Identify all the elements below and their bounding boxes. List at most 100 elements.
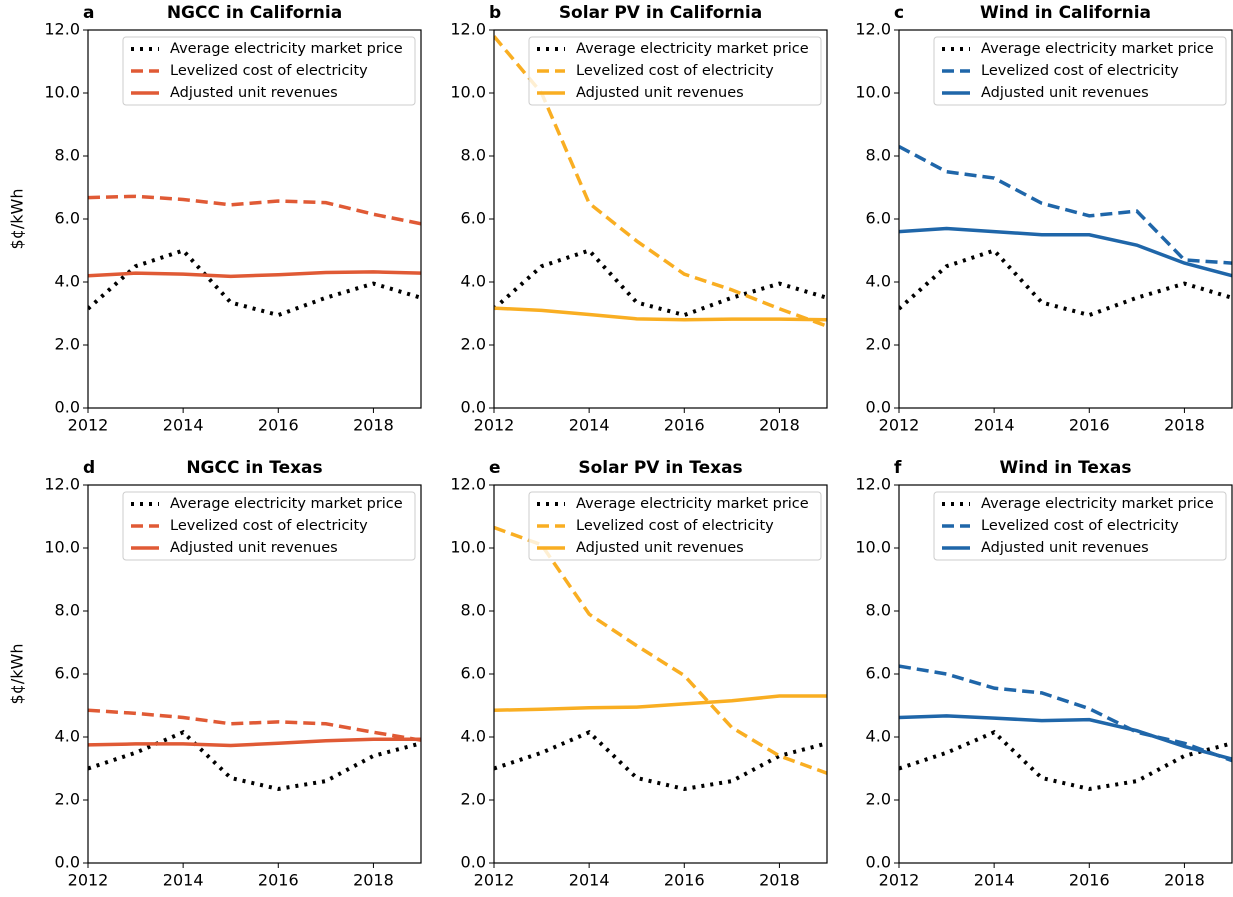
- y-tick-label: 10.0: [44, 538, 80, 557]
- legend-box: [122, 36, 416, 106]
- y-tick-label: 2.0: [55, 335, 80, 354]
- y-tick-label: 4.0: [866, 727, 891, 746]
- legend-box: [528, 36, 822, 106]
- y-tick-label: 10.0: [450, 538, 486, 557]
- y-tick-label: 12.0: [855, 475, 891, 494]
- series-line: [494, 248, 827, 318]
- x-tick-label: 2018: [759, 871, 800, 890]
- panel-title: Solar PV in California: [559, 3, 762, 23]
- y-tick-label: 12.0: [44, 20, 80, 39]
- y-tick-label: 6.0: [866, 664, 891, 683]
- y-tick-label: 2.0: [461, 790, 486, 809]
- y-tick-label: 6.0: [461, 209, 486, 228]
- panel-title: Solar PV in Texas: [578, 458, 742, 478]
- y-tick-label: 6.0: [461, 664, 486, 683]
- legend-label: Average electricity market price: [981, 496, 1214, 512]
- panel-label: e: [489, 458, 501, 478]
- series-line: [494, 306, 827, 322]
- y-tick-label: 0.0: [55, 853, 80, 872]
- series-line: [899, 145, 1232, 265]
- series-line: [88, 194, 421, 226]
- legend-label: Adjusted unit revenues: [576, 540, 744, 556]
- legend-box: [122, 491, 416, 561]
- y-tick-label: 8.0: [866, 146, 891, 165]
- x-tick-label: 2012: [68, 871, 109, 890]
- legend-label: Adjusted unit revenues: [170, 540, 338, 556]
- series-line: [899, 248, 1232, 318]
- panel-label: f: [894, 458, 902, 478]
- series-line: [899, 714, 1232, 761]
- legend-box: [528, 491, 822, 561]
- panel-title: Wind in California: [980, 3, 1151, 23]
- legend-label: Adjusted unit revenues: [981, 540, 1149, 556]
- legend-label: Levelized cost of electricity: [576, 518, 774, 534]
- x-tick-label: 2014: [974, 416, 1015, 435]
- x-tick-label: 2018: [759, 416, 800, 435]
- legend-box: [933, 491, 1227, 561]
- series-line: [899, 729, 1232, 792]
- y-tick-label: 6.0: [55, 664, 80, 683]
- legend-label: Average electricity market price: [576, 496, 809, 512]
- series-line: [88, 248, 421, 318]
- y-tick-label: 2.0: [55, 790, 80, 809]
- y-tick-label: 0.0: [866, 398, 891, 417]
- y-tick-label: 4.0: [55, 727, 80, 746]
- y-tick-label: 4.0: [461, 272, 486, 291]
- series-line: [88, 270, 421, 279]
- series-line: [899, 226, 1232, 278]
- y-tick-label: 12.0: [44, 475, 80, 494]
- y-axis-label: $¢/kWh: [8, 189, 27, 250]
- series-line: [88, 708, 421, 742]
- x-tick-label: 2012: [68, 416, 109, 435]
- legend-label: Levelized cost of electricity: [576, 63, 774, 79]
- panel-title: Wind in Texas: [999, 458, 1131, 478]
- y-tick-label: 6.0: [55, 209, 80, 228]
- series-line: [494, 525, 827, 775]
- y-tick-label: 8.0: [461, 601, 486, 620]
- x-tick-label: 2018: [1164, 416, 1205, 435]
- x-tick-label: 2016: [664, 416, 705, 435]
- x-tick-label: 2018: [353, 416, 394, 435]
- x-tick-label: 2014: [569, 416, 610, 435]
- legend-label: Adjusted unit revenues: [170, 85, 338, 101]
- series-line: [88, 737, 421, 748]
- x-tick-label: 2018: [1164, 871, 1205, 890]
- x-tick-label: 2016: [664, 871, 705, 890]
- x-tick-label: 2012: [879, 416, 920, 435]
- legend-label: Levelized cost of electricity: [170, 63, 368, 79]
- legend-box: [933, 36, 1227, 106]
- x-tick-label: 2014: [974, 871, 1015, 890]
- y-tick-label: 12.0: [450, 475, 486, 494]
- y-tick-label: 12.0: [855, 20, 891, 39]
- y-tick-label: 2.0: [866, 335, 891, 354]
- x-tick-label: 2016: [258, 416, 299, 435]
- legend-label: Adjusted unit revenues: [576, 85, 744, 101]
- y-tick-label: 10.0: [855, 538, 891, 557]
- y-tick-label: 10.0: [855, 83, 891, 102]
- legend-label: Levelized cost of electricity: [170, 518, 368, 534]
- y-tick-label: 12.0: [450, 20, 486, 39]
- legend-label: Average electricity market price: [981, 41, 1214, 57]
- series-line: [494, 35, 827, 328]
- y-tick-label: 4.0: [55, 272, 80, 291]
- x-tick-label: 2012: [474, 416, 515, 435]
- y-tick-label: 8.0: [866, 601, 891, 620]
- x-tick-label: 2012: [879, 871, 920, 890]
- panel-label: a: [83, 3, 94, 23]
- x-tick-label: 2012: [474, 871, 515, 890]
- legend-label: Average electricity market price: [170, 41, 403, 57]
- x-tick-label: 2014: [163, 871, 204, 890]
- series-line: [899, 664, 1232, 763]
- y-tick-label: 8.0: [461, 146, 486, 165]
- x-tick-label: 2016: [1069, 416, 1110, 435]
- y-tick-label: 10.0: [44, 83, 80, 102]
- x-tick-label: 2018: [353, 871, 394, 890]
- x-tick-label: 2016: [1069, 871, 1110, 890]
- y-tick-label: 8.0: [55, 601, 80, 620]
- legend-label: Levelized cost of electricity: [981, 518, 1179, 534]
- y-tick-label: 2.0: [866, 790, 891, 809]
- legend-label: Adjusted unit revenues: [981, 85, 1149, 101]
- y-tick-label: 4.0: [461, 727, 486, 746]
- x-tick-label: 2014: [163, 416, 204, 435]
